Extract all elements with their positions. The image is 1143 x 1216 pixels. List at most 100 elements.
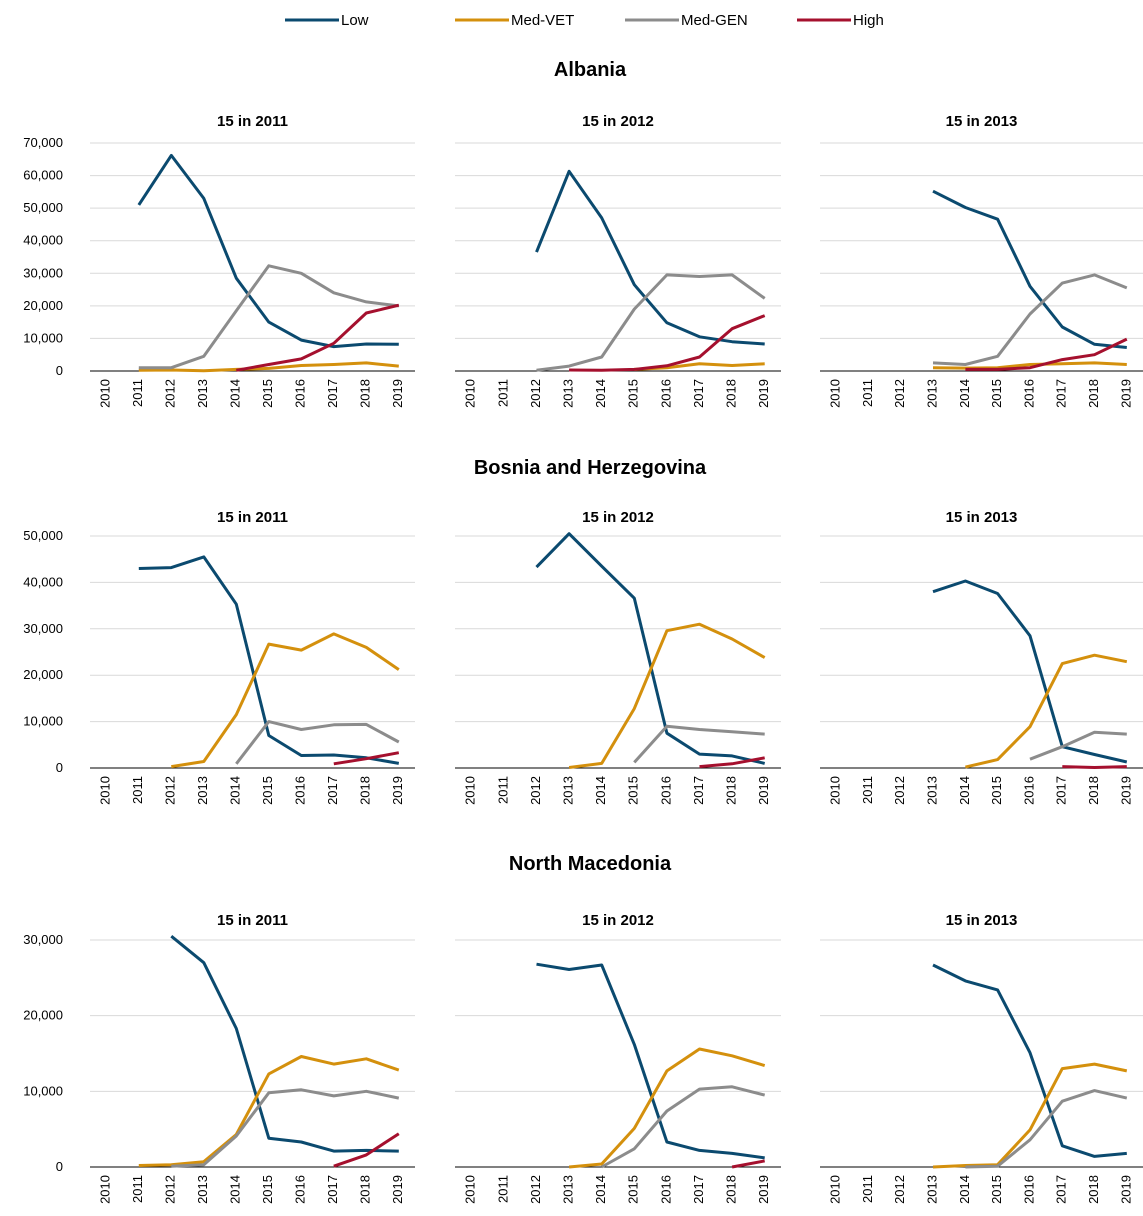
x-tick-label: 2011 [130, 1175, 145, 1203]
x-tick-label: 2011 [130, 379, 145, 407]
x-tick-label: 2016 [293, 379, 308, 408]
y-tick-label: 70,000 [23, 135, 63, 150]
x-tick-label: 2010 [828, 776, 843, 805]
x-tick-label: 2015 [260, 1175, 275, 1204]
x-tick-label: 2014 [228, 379, 243, 408]
panel-title: 15 in 2011 [217, 912, 288, 929]
x-tick-label: 2018 [358, 776, 373, 805]
x-tick-label: 2019 [1118, 1175, 1133, 1204]
x-tick-label: 2010 [463, 776, 478, 805]
series-line-high [569, 314, 766, 372]
series-line-high [333, 1132, 400, 1168]
x-tick-label: 2013 [924, 1175, 939, 1204]
x-tick-label: 2014 [957, 1175, 972, 1204]
legend-item-med-gen: Med-GEN [625, 12, 748, 29]
series-line-med-vet [932, 1062, 1128, 1169]
y-tick-label: 60,000 [23, 168, 63, 183]
panel-15-in-2013: 15 in 2013 2010 2011 2012 2013 2014 2015 2016 20… [820, 509, 1143, 805]
y-tick-label: 10,000 [23, 330, 63, 345]
series-line-med-gen [536, 273, 766, 372]
y-tick-label: 0 [56, 760, 63, 775]
x-tick-label: 2014 [957, 379, 972, 408]
legend-label: Low [341, 12, 369, 29]
x-tick-label: 2014 [593, 379, 608, 408]
x-tick-label: 2012 [528, 776, 543, 805]
series-line-high [965, 337, 1128, 371]
series-line-low [932, 189, 1127, 349]
y-tick-label: 40,000 [23, 233, 63, 248]
legend-item-high: High [797, 12, 884, 29]
series-line-low [932, 579, 1128, 764]
x-tick-label: 2019 [390, 1175, 405, 1204]
x-tick-label: 2018 [358, 379, 373, 408]
legend-label: High [853, 12, 884, 29]
x-tick-label: 2015 [989, 776, 1004, 805]
series-line-med-gen [138, 264, 399, 370]
x-tick-label: 2013 [561, 776, 576, 805]
x-tick-label: 2013 [561, 379, 576, 408]
x-tick-label: 2010 [98, 1175, 113, 1204]
x-tick-label: 2013 [195, 379, 210, 408]
x-tick-label: 2016 [1021, 776, 1036, 805]
x-tick-label: 2018 [1086, 379, 1101, 408]
country-block-north-macedonia: North Macedonia 15 in 2011 0 10,000 20,000 3… [23, 853, 1143, 1204]
series-line-med-gen [235, 720, 400, 765]
country-title: North Macedonia [509, 853, 672, 875]
x-tick-label: 2017 [325, 1175, 340, 1204]
y-tick-label: 10,000 [23, 1083, 63, 1098]
y-tick-label: 30,000 [23, 621, 63, 636]
legend-item-low: Low [285, 12, 369, 29]
x-tick-label: 2019 [390, 776, 405, 805]
x-tick-label: 2015 [626, 379, 641, 408]
panel-15-in-2011: 15 in 2011 0 10,000 20,000 30,000 40,000 50,00… [23, 113, 415, 408]
x-tick-label: 2016 [1021, 1175, 1036, 1204]
x-tick-label: 2013 [924, 776, 939, 805]
x-tick-label: 2014 [593, 776, 608, 805]
panel-title: 15 in 2012 [582, 509, 654, 526]
series-line-med-gen [965, 1089, 1128, 1169]
x-tick-label: 2014 [228, 1175, 243, 1204]
y-tick-label: 20,000 [23, 1008, 63, 1023]
y-tick-label: 50,000 [23, 200, 63, 215]
x-tick-label: 2016 [293, 776, 308, 805]
country-title: Bosnia and Herzegovina [474, 457, 707, 479]
x-tick-label: 2010 [98, 379, 113, 408]
panel-title: 15 in 2013 [946, 912, 1018, 929]
series-line-med-gen [633, 724, 765, 764]
x-tick-label: 2018 [1086, 776, 1101, 805]
series-line-med-vet [171, 632, 400, 769]
legend-label: Med-GEN [681, 12, 748, 29]
x-tick-label: 2017 [691, 1175, 706, 1204]
x-tick-label: 2019 [756, 1175, 771, 1204]
x-tick-label: 2011 [860, 379, 875, 407]
x-tick-label: 2010 [828, 1175, 843, 1204]
panel-15-in-2011: 15 in 2011 0 10,000 20,000 30,000 40,000 50,00… [23, 509, 415, 805]
x-tick-label: 2012 [528, 1175, 543, 1204]
x-tick-label: 2016 [1021, 379, 1036, 408]
panel-15-in-2013: 15 in 2013 2010 2011 2012 2013 2014 2015 2016 20… [820, 912, 1143, 1204]
x-tick-label: 2011 [495, 1175, 510, 1203]
x-tick-label: 2012 [163, 776, 178, 805]
panel-15-in-2013: 15 in 2013 2010 2011 2012 2013 2014 2015 2016 20… [820, 113, 1143, 408]
x-tick-label: 2016 [658, 1175, 673, 1204]
x-tick-label: 2011 [130, 776, 145, 804]
series-line-high [1062, 765, 1127, 769]
x-tick-label: 2011 [860, 1175, 875, 1203]
x-tick-label: 2018 [724, 379, 739, 408]
x-tick-label: 2013 [195, 1175, 210, 1204]
panel-title: 15 in 2013 [946, 509, 1018, 526]
y-tick-label: 20,000 [23, 298, 63, 313]
x-tick-label: 2018 [1086, 1175, 1101, 1204]
x-tick-label: 2012 [163, 379, 178, 408]
x-tick-label: 2019 [756, 776, 771, 805]
panel-title: 15 in 2012 [582, 113, 654, 130]
x-tick-label: 2015 [989, 379, 1004, 408]
country-block-albania: Albania 15 in 2011 0 10,000 20,000 30,000 40,… [23, 59, 1143, 408]
x-tick-label: 2015 [989, 1175, 1004, 1204]
y-tick-label: 50,000 [23, 528, 63, 543]
x-tick-label: 2013 [561, 1175, 576, 1204]
panel-15-in-2011: 15 in 2011 0 10,000 20,000 30,000 2010 2011 201… [23, 912, 415, 1204]
x-tick-label: 2012 [163, 1175, 178, 1204]
x-tick-label: 2013 [195, 776, 210, 805]
panel-15-in-2012: 15 in 2012 2010 2011 2012 2013 2014 2015 2016 20… [455, 509, 781, 805]
